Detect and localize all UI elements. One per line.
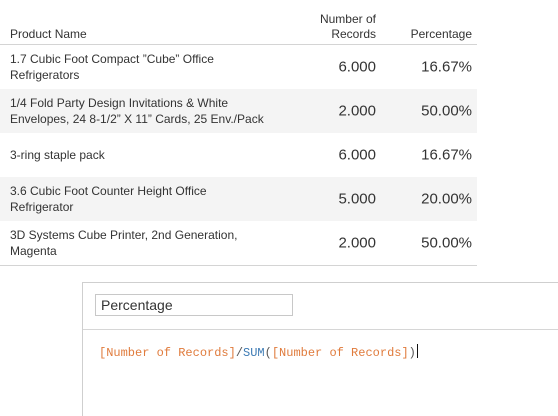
table-row[interactable]: 3.6 Cubic Foot Counter Height Office Ref… (0, 177, 477, 221)
product-name-cell: 3D Systems Cube Printer, 2nd Generation,… (10, 227, 310, 259)
table-header: Product Name Number of Records Percentag… (0, 0, 477, 45)
editor-divider (83, 329, 558, 330)
table-row[interactable]: 3-ring staple pack 6.000 16.67% (0, 133, 477, 177)
table-row[interactable]: 1.7 Cubic Foot Compact ”Cube” Office Ref… (0, 45, 477, 89)
table-row[interactable]: 1/4 Fold Party Design Invitations & Whit… (0, 89, 477, 133)
column-header-number-of-records[interactable]: Number of Records (286, 12, 376, 42)
formula-editor[interactable]: [Number of Records]/SUM([Number of Recor… (99, 344, 418, 360)
percentage-cell: 16.67% (421, 58, 472, 76)
product-name-line: Magenta (10, 244, 57, 258)
product-name-cell: 3.6 Cubic Foot Counter Height Office Ref… (10, 183, 310, 215)
product-name-cell: 1/4 Fold Party Design Invitations & Whit… (10, 95, 310, 127)
percentage-cell: 50.00% (421, 234, 472, 252)
records-cell: 2.000 (338, 234, 376, 252)
calculation-editor: [Number of Records]/SUM([Number of Recor… (82, 282, 558, 416)
column-header-product-name[interactable]: Product Name (10, 27, 87, 41)
percentage-cell: 20.00% (421, 190, 472, 208)
formula-close-paren: ) (408, 346, 416, 360)
product-name-line: 3.6 Cubic Foot Counter Height Office (10, 184, 207, 198)
column-header-records-line2: Records (331, 27, 376, 41)
table-row[interactable]: 3D Systems Cube Printer, 2nd Generation,… (0, 221, 477, 265)
product-name-line: 3-ring staple pack (10, 148, 105, 162)
text-caret (416, 344, 418, 358)
table-bottom-border (0, 265, 477, 266)
product-name-line: Refrigerator (10, 200, 74, 214)
percentage-cell: 50.00% (421, 102, 472, 120)
product-name-line: Refrigerators (10, 68, 80, 82)
product-name-cell: 1.7 Cubic Foot Compact ”Cube” Office Ref… (10, 51, 310, 83)
column-header-records-line1: Number of (319, 12, 376, 26)
formula-field-token: [Number of Records] (99, 346, 236, 360)
product-name-line: 3D Systems Cube Printer, 2nd Generation, (10, 228, 238, 242)
records-cell: 6.000 (338, 58, 376, 76)
calculation-name-field[interactable] (95, 294, 293, 316)
percentage-cell: 16.67% (421, 146, 472, 164)
records-cell: 2.000 (338, 102, 376, 120)
formula-field-token: [Number of Records] (271, 346, 409, 360)
product-name-line: 1.7 Cubic Foot Compact ”Cube” Office (10, 52, 214, 66)
column-header-percentage[interactable]: Percentage (410, 27, 472, 41)
product-name-line: 1/4 Fold Party Design Invitations & Whit… (10, 96, 229, 110)
records-cell: 5.000 (338, 190, 376, 208)
formula-operator-token: / (235, 346, 244, 360)
product-name-cell: 3-ring staple pack (10, 147, 310, 163)
data-table: Product Name Number of Records Percentag… (0, 0, 477, 266)
formula-function-token: SUM (243, 346, 265, 360)
formula-open-paren: ( (264, 346, 272, 360)
records-cell: 6.000 (338, 146, 376, 164)
product-name-line: Envelopes, 24 8-1/2” X 11” Cards, 25 Env… (10, 112, 264, 126)
